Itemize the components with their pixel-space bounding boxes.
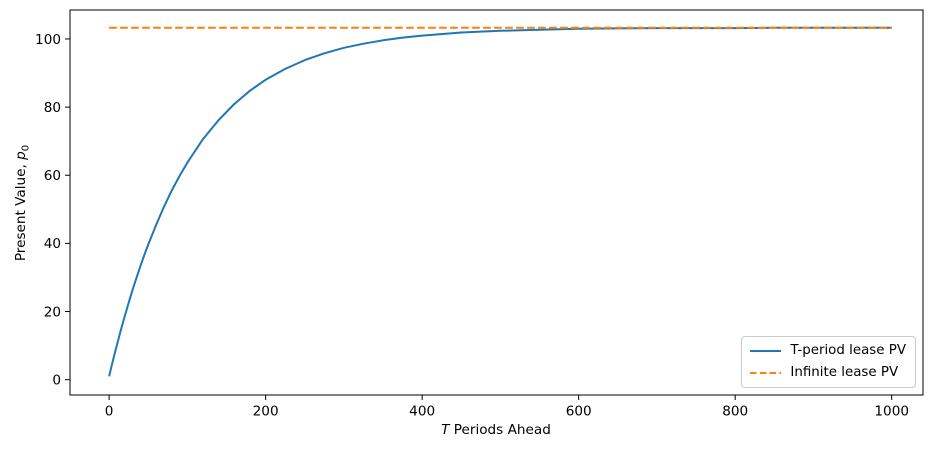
x-tick-label: 600 <box>566 404 592 420</box>
y-axis-label: Present Value, p0 <box>13 144 32 262</box>
plot-area <box>70 10 923 395</box>
y-tick-label: 40 <box>44 236 61 252</box>
y-axis-label-subscript: 0 <box>20 144 32 152</box>
legend-item-infinite: Infinite lease PV <box>750 365 906 381</box>
x-axis-label-text: Periods Ahead <box>449 422 551 438</box>
legend-item-tperiod: T-period lease PV <box>750 343 906 359</box>
y-tick-label: 80 <box>44 100 61 116</box>
y-tick-label: 100 <box>35 32 61 48</box>
legend-label-tperiod: T-period lease PV <box>790 342 906 358</box>
x-axis-label-math: T <box>441 422 450 438</box>
x-tick-label: 400 <box>409 404 435 420</box>
y-axis-label-math: p <box>13 151 29 160</box>
x-tick-label: 1000 <box>874 404 909 420</box>
y-tick-label: 0 <box>52 372 61 388</box>
legend: T-period lease PV Infinite lease PV <box>741 335 916 388</box>
legend-label-infinite: Infinite lease PV <box>790 364 899 380</box>
y-tick-label: 20 <box>44 304 61 320</box>
x-tick-label: 800 <box>722 404 748 420</box>
y-axis-label-text: Present Value, <box>13 159 29 262</box>
x-axis-label: T Periods Ahead <box>441 422 551 438</box>
axes-frame <box>69 9 924 396</box>
legend-line-dashed-swatch <box>750 371 782 374</box>
legend-line-solid-swatch <box>750 349 782 352</box>
y-tick-label: 60 <box>44 168 61 184</box>
x-tick-label: 0 <box>105 404 114 420</box>
x-tick-label: 200 <box>253 404 279 420</box>
